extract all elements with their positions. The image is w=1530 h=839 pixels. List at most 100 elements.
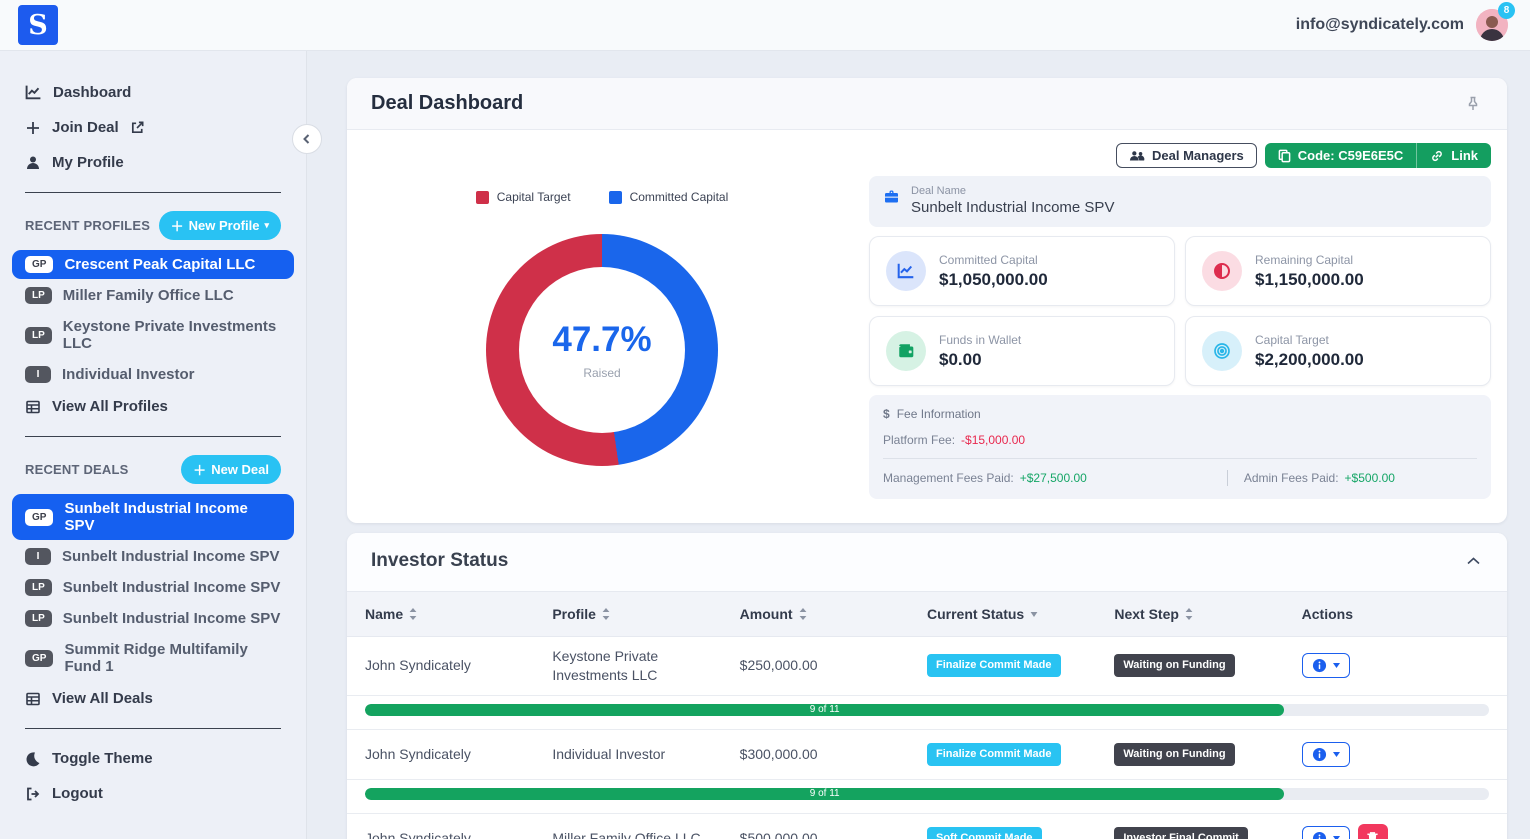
logout-icon <box>25 786 41 802</box>
profile-item[interactable]: LP Keystone Private Investments LLC <box>12 312 294 358</box>
stat-label: Funds in Wallet <box>939 332 1022 347</box>
table-row: John Syndicately Miller Family Office LL… <box>347 814 1507 839</box>
row-info-dropdown-button[interactable] <box>1301 741 1350 767</box>
row-info-dropdown-button[interactable] <box>1301 825 1350 839</box>
deal-item[interactable]: LP Sunbelt Industrial Income SPV <box>12 604 294 633</box>
profile-item[interactable]: I Individual Investor <box>12 360 294 389</box>
table-row: John Syndicately Individual Investor $30… <box>347 730 1507 780</box>
stat-value: $2,200,000.00 <box>1255 349 1364 369</box>
next-step-badge: Investor Final Commit <box>1114 826 1248 839</box>
sort-icon <box>799 608 807 620</box>
column-header-current-status[interactable]: Current Status <box>927 606 1114 622</box>
sidebar-collapse-button[interactable] <box>292 124 322 154</box>
investor-profile: Individual Investor <box>552 745 666 762</box>
deal-name-field: Deal Name Sunbelt Industrial Income SPV <box>869 176 1491 227</box>
user-avatar[interactable]: 8 <box>1476 2 1515 41</box>
investor-amount: $500,000.00 <box>739 829 818 839</box>
investor-status-card: Investor Status Name Profile Amount <box>347 533 1507 839</box>
deal-managers-button[interactable]: Deal Managers <box>1116 143 1257 168</box>
profile-type-badge: LP <box>25 287 52 304</box>
view-all-deals-label: View All Deals <box>52 690 153 707</box>
admin-fees-value: +$500.00 <box>1344 471 1395 485</box>
deal-item-label: Sunbelt Industrial Income SPV <box>62 548 280 565</box>
capital-donut-chart: Capital Target Committed Capital 47.7% <box>363 176 841 499</box>
logout-label: Logout <box>52 785 103 802</box>
deal-role-badge: LP <box>25 579 52 596</box>
dollar-icon: $ <box>883 407 890 421</box>
deal-name-label: Deal Name <box>911 185 967 197</box>
stat-label: Committed Capital <box>939 252 1038 267</box>
divider <box>883 458 1477 459</box>
divider <box>25 192 281 193</box>
current-status-badge: Finalize Commit Made <box>926 654 1061 678</box>
legend-item-capital-target: Capital Target <box>475 190 571 204</box>
row-info-dropdown-button[interactable] <box>1301 653 1350 679</box>
table-icon <box>25 399 41 415</box>
row-delete-button[interactable] <box>1357 823 1388 839</box>
chart-line-icon <box>25 84 42 101</box>
funding-progress-row: 9 of 11 <box>347 780 1507 814</box>
column-header-next-step[interactable]: Next Step <box>1114 606 1301 622</box>
plus-icon <box>25 120 41 136</box>
fee-information-panel: $ Fee Information Platform Fee: -$15,000.… <box>869 395 1491 499</box>
deal-item[interactable]: GP Sunbelt Industrial Income SPV <box>12 494 294 540</box>
topbar: S info@syndicately.com 8 <box>0 0 1530 51</box>
deal-item-label: Sunbelt Industrial Income SPV <box>62 579 281 596</box>
sidebar-item-my-profile[interactable]: My Profile <box>0 145 306 180</box>
sidebar-item-label: Join Deal <box>52 119 119 136</box>
moon-icon <box>25 751 41 767</box>
profile-type-badge: GP <box>25 256 54 273</box>
column-header-profile[interactable]: Profile <box>552 606 739 622</box>
page-title: Deal Dashboard <box>371 92 524 114</box>
stat-value: $1,050,000.00 <box>939 269 1048 289</box>
column-header-name[interactable]: Name <box>365 606 552 622</box>
app-logo[interactable]: S <box>18 5 58 45</box>
view-all-profiles[interactable]: View All Profiles <box>0 391 306 424</box>
sort-icon <box>602 608 610 620</box>
sidebar-item-dashboard[interactable]: Dashboard <box>0 75 306 110</box>
copy-icon <box>1278 149 1291 163</box>
deal-item[interactable]: I Sunbelt Industrial Income SPV <box>12 542 294 571</box>
users-icon <box>1129 149 1145 163</box>
sidebar-item-label: Dashboard <box>53 84 132 101</box>
table-header-row: Name Profile Amount Current Status Next … <box>347 591 1507 637</box>
caret-down-icon: ▾ <box>264 220 269 230</box>
raised-percent: 47.7% <box>552 320 652 359</box>
sort-icon <box>1185 608 1193 620</box>
toggle-theme-button[interactable]: Toggle Theme <box>0 741 306 776</box>
current-status-badge: Finalize Commit Made <box>926 742 1061 766</box>
caret-down-icon <box>1332 663 1340 669</box>
new-deal-button[interactable]: ＋ New Deal <box>181 455 281 484</box>
divider <box>25 728 281 729</box>
chart-legend: Capital Target Committed Capital <box>475 190 728 204</box>
progress-label: 9 of 11 <box>809 704 840 716</box>
logout-button[interactable]: Logout <box>0 776 306 811</box>
profile-type-badge: LP <box>25 326 52 344</box>
copy-link-button[interactable]: Link <box>1416 143 1491 168</box>
sidebar-item-join-deal[interactable]: Join Deal <box>0 110 306 145</box>
investor-name: John Syndicately <box>365 829 471 839</box>
new-profile-button[interactable]: ＋ New Profile ▾ <box>158 211 281 240</box>
profile-item-label: Crescent Peak Capital LLC <box>64 256 256 273</box>
column-header-actions: Actions <box>1301 606 1353 622</box>
copy-code-button[interactable]: Code: C59E6E5C <box>1264 143 1417 168</box>
info-icon <box>1312 747 1327 762</box>
investor-profile: Miller Family Office LLC <box>552 829 701 839</box>
platform-fee-label: Platform Fee: <box>883 433 956 447</box>
management-fees-value: +$27,500.00 <box>1019 471 1087 485</box>
deal-item[interactable]: LP Sunbelt Industrial Income SPV <box>12 573 294 602</box>
profile-item[interactable]: LP Miller Family Office LLC <box>12 281 294 310</box>
chevron-up-icon <box>1466 556 1481 566</box>
deal-item[interactable]: GP Summit Ridge Multifamily Fund 1 <box>12 635 294 681</box>
stat-value: $0.00 <box>939 349 982 369</box>
collapse-section-button[interactable] <box>1464 554 1483 568</box>
circle-half-icon <box>1202 251 1242 291</box>
profile-item[interactable]: GP Crescent Peak Capital LLC <box>12 250 294 279</box>
next-step-badge: Waiting on Funding <box>1114 742 1235 766</box>
pin-button[interactable] <box>1463 94 1483 114</box>
stat-card-remaining-capital: Remaining Capital $1,150,000.00 <box>1185 236 1491 306</box>
column-header-amount[interactable]: Amount <box>740 606 927 622</box>
notification-badge[interactable]: 8 <box>1498 2 1515 19</box>
view-all-deals[interactable]: View All Deals <box>0 683 306 716</box>
stat-label: Remaining Capital <box>1255 252 1354 267</box>
